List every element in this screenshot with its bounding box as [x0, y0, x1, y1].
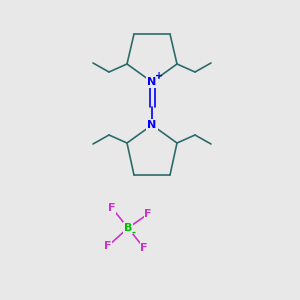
Text: +: + — [155, 71, 163, 81]
Text: N: N — [147, 120, 157, 130]
Text: F: F — [108, 203, 116, 213]
Text: F: F — [144, 209, 152, 219]
Text: F: F — [140, 243, 148, 253]
Text: -: - — [132, 228, 136, 238]
Text: N: N — [147, 77, 157, 87]
Text: F: F — [104, 241, 112, 251]
Text: B: B — [124, 223, 132, 233]
